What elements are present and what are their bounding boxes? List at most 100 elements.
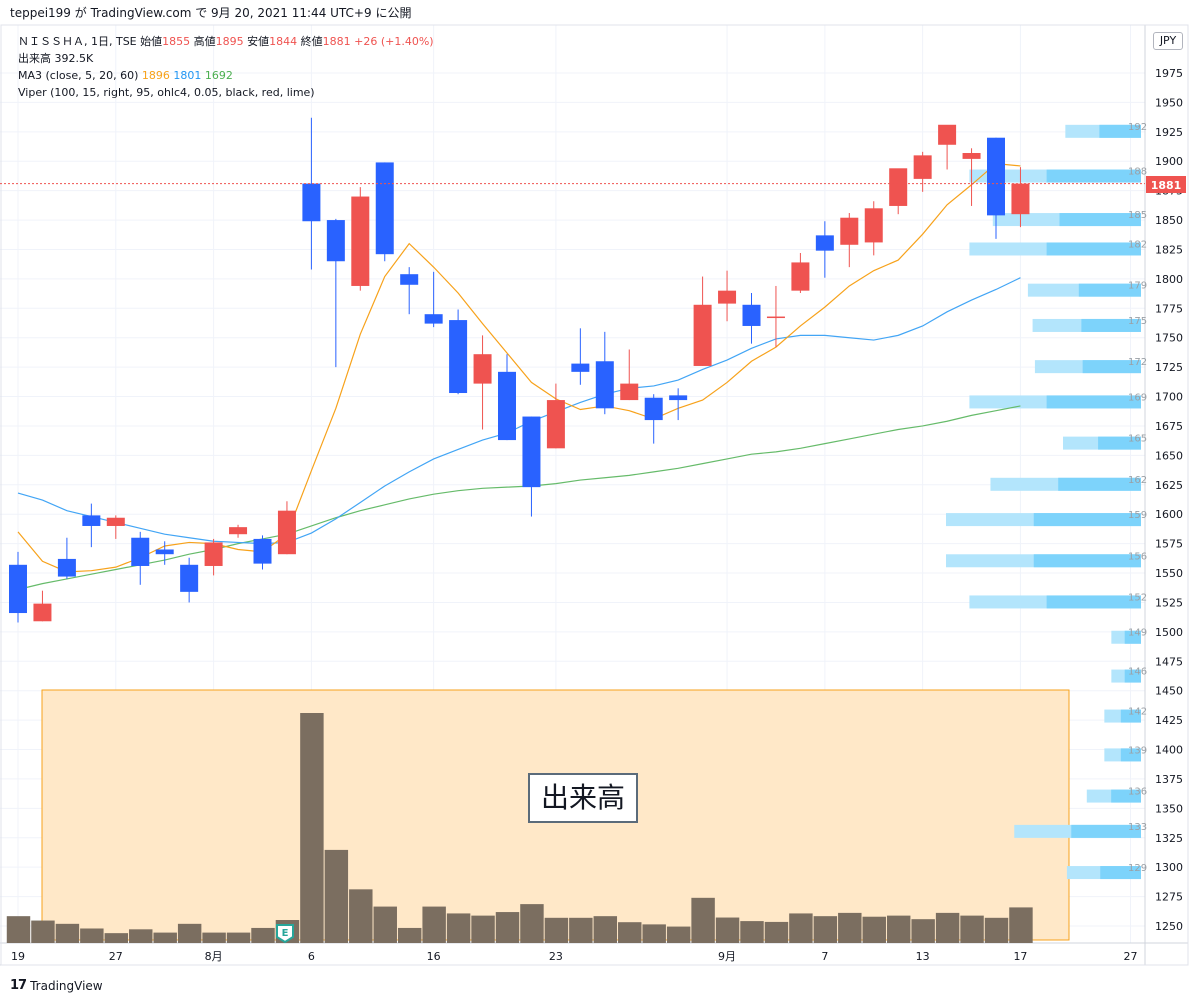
legend-ma5: 1896 [141,69,170,82]
volume-bar [129,929,153,943]
price-axis[interactable]: 1250 1275 1300 1325 1350 1375 1400 1425 1450 1475… [1155,67,1183,933]
legend-open-label: 始値 [140,35,163,48]
candle-body [522,416,541,488]
candle [546,383,565,449]
price-tick-label: 1775 [1155,302,1183,315]
candle-body [400,274,419,285]
candle-body [351,196,370,286]
volume-bar [104,933,129,943]
candle [180,557,199,603]
profile-label: 133 [1128,822,1147,833]
profile-label: 175 [1128,316,1147,327]
candle-body [938,124,957,145]
candle-body [889,168,908,206]
legend-viper-label[interactable]: Viper (100, 15, right, 95, ohlc4, 0.05, … [18,86,315,99]
time-tick-label: 6 [308,950,315,963]
candle-body [644,397,663,421]
profile-label: 185 [1128,210,1147,221]
volume-bar [397,927,422,943]
candle-body [375,162,394,255]
profile-label: 152 [1128,592,1147,603]
currency-badge[interactable]: JPY [1153,32,1183,50]
legend-symbol[interactable]: ＮＩＳＳＨＡ, 1日, TSE [18,35,137,48]
price-tick-label: 1375 [1155,773,1183,786]
price-tick-label: 1550 [1155,567,1183,580]
profile-label: 149 [1128,628,1147,639]
price-tick-label: 1700 [1155,391,1183,404]
candle [326,218,345,368]
candle [889,168,908,215]
earnings-marker[interactable]: E [276,924,294,944]
time-axis[interactable]: 19 27 8月 6 16 23 9月 7 13 17 27 [11,950,1137,963]
candle-body [913,155,932,179]
time-tick-label: 16 [427,950,441,963]
price-tick-label: 1900 [1155,155,1183,168]
volume-bar [31,920,55,943]
candle [57,537,76,579]
volume-bar [520,904,544,943]
profile-bar-dark [1046,595,1141,609]
volume-bar [495,912,520,943]
candle [913,151,932,192]
price-tick-label: 1625 [1155,479,1183,492]
candle [693,276,712,366]
volume-bar [838,912,862,943]
candle [131,531,150,585]
volume-bar [324,849,349,943]
legend-high-label: 高値 [193,35,216,48]
candle-body [962,153,981,159]
chart-frame [0,24,1189,966]
legend-ma-label[interactable]: MA3 (close, 5, 20, 60) [18,69,139,82]
candle [742,293,761,344]
ma5-line [17,162,1021,573]
price-tick-label: 1275 [1155,891,1183,904]
candle-body [620,383,639,401]
price-tick-label: 1675 [1155,420,1183,433]
time-tick-label: 13 [916,950,930,963]
tradingview-logo-icon[interactable]: 17 [10,978,27,993]
volume-bar [715,917,740,943]
profile-bar-dark [1120,709,1141,723]
profile-label: 139 [1128,745,1147,756]
candle [840,213,859,268]
profile-label: 165 [1128,434,1147,445]
candle [644,394,663,444]
candle [33,590,52,622]
candle [620,349,639,401]
profile-label: 159 [1128,510,1147,521]
profile-bar-dark [1046,242,1141,256]
price-tick-label: 1525 [1155,596,1183,609]
candle [571,328,590,385]
profile-bar-dark [1099,124,1141,138]
candle [522,416,541,517]
profile-label: 172 [1128,357,1147,368]
candle-body [131,537,150,566]
volume-bar [153,932,177,943]
candle [962,148,981,206]
candle-body [766,316,785,319]
profile-label: 129 [1128,863,1147,874]
legend-low-label: 安値 [247,35,270,48]
profile-bar-dark [1059,213,1141,227]
volume-profile: 192 188 185 182 179 175 172 169 165 162 159 156 152 1… [946,122,1147,880]
profile-label: 169 [1128,392,1147,403]
legend-close-label: 終値 [300,35,323,48]
candle-body [693,304,712,366]
profile-label: 136 [1128,787,1147,798]
volume-annotation-label: 出来高 [528,773,638,823]
volume-bar [202,932,226,943]
candle-body [987,137,1005,216]
profile-bar-dark [1071,824,1141,838]
volume-bar [422,906,446,943]
profile-label: 156 [1128,551,1147,562]
candle [253,535,272,570]
publish-header-text: teppei199 が TradingView.com で 9月 20, 202… [10,6,412,20]
price-tick-label: 1500 [1155,626,1183,639]
price-tick-label: 1825 [1155,243,1183,256]
price-tick-label: 1350 [1155,802,1183,815]
candle-body [33,603,52,622]
footer: 17 TradingView [10,978,103,993]
candle [375,162,394,262]
profile-bar-dark [1098,436,1141,450]
